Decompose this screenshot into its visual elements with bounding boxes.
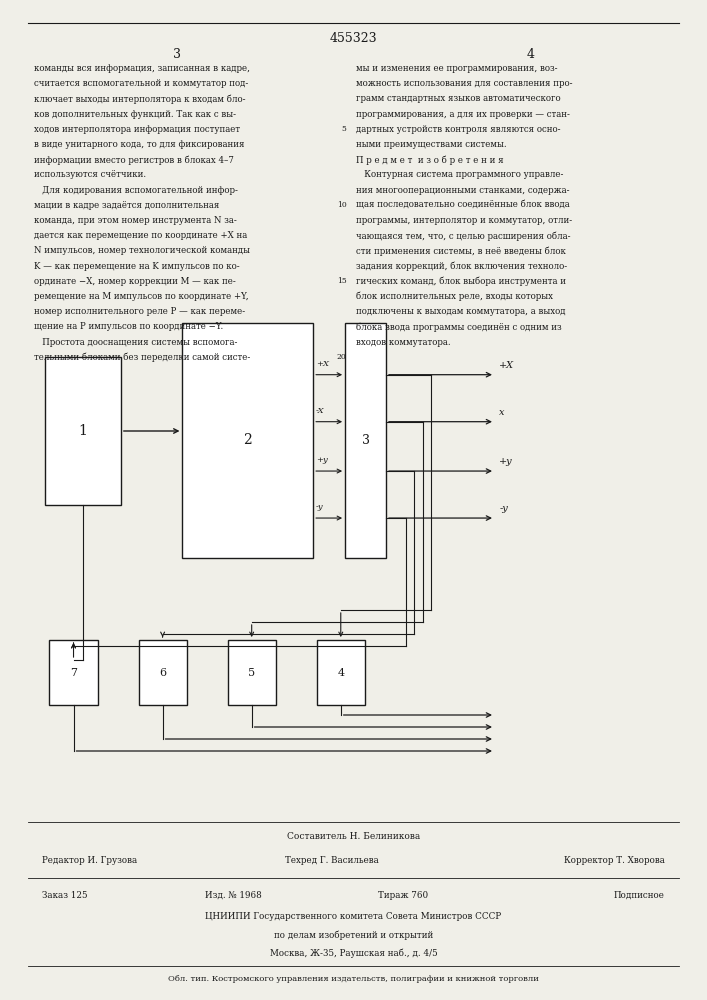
Text: 4: 4 (337, 668, 344, 678)
Text: используются счётчики.: используются счётчики. (34, 170, 146, 179)
Text: 20: 20 (337, 353, 346, 361)
Text: +X: +X (316, 360, 329, 368)
Text: 5: 5 (341, 125, 346, 133)
Text: ходов интерполятора информация поступает: ходов интерполятора информация поступает (34, 125, 240, 134)
Bar (317, 640, 365, 705)
Text: Подписное: Подписное (614, 891, 665, 900)
Text: 2: 2 (243, 434, 252, 448)
Text: грамм стандартных языков автоматического: грамм стандартных языков автоматического (356, 94, 560, 103)
Text: номер исполнительного реле P — как переме-: номер исполнительного реле P — как перем… (34, 307, 245, 316)
Bar (182, 323, 313, 558)
Text: задания коррекций, блок включения техноло-: задания коррекций, блок включения технол… (356, 262, 567, 271)
Text: Редактор И. Грузова: Редактор И. Грузова (42, 856, 138, 865)
Text: ремещение на M импульсов по координате +Y,: ремещение на M импульсов по координате +… (34, 292, 249, 301)
Text: 5: 5 (248, 668, 255, 678)
Bar (49, 640, 98, 705)
Text: Простота дооснащения системы вспомога-: Простота дооснащения системы вспомога- (34, 338, 238, 347)
Text: П р е д м е т  и з о б р е т е н и я: П р е д м е т и з о б р е т е н и я (356, 155, 503, 165)
Text: программы, интерполятор и коммутатор, отли-: программы, интерполятор и коммутатор, от… (356, 216, 572, 225)
Text: 10: 10 (337, 201, 346, 209)
Text: программирования, а для их проверки — стан-: программирования, а для их проверки — ст… (356, 110, 570, 119)
Bar (45, 357, 121, 505)
Bar (228, 640, 276, 705)
Text: дартных устройств контроля являются осно-: дартных устройств контроля являются осно… (356, 125, 560, 134)
Text: ния многооперационными станками, содержа-: ния многооперационными станками, содержа… (356, 186, 569, 195)
Text: 7: 7 (70, 668, 77, 678)
Text: 3: 3 (361, 434, 370, 447)
Text: ЦНИИПИ Государственного комитета Совета Министров СССР: ЦНИИПИ Государственного комитета Совета … (206, 912, 501, 921)
Text: -y: -y (499, 504, 508, 513)
Text: входов коммутатора.: входов коммутатора. (356, 338, 450, 347)
Text: щение на P импульсов по координате −Y.: щение на P импульсов по координате −Y. (34, 322, 223, 331)
Text: мации в кадре задаётся дополнительная: мации в кадре задаётся дополнительная (34, 201, 219, 210)
Text: команды вся информация, записанная в кадре,: команды вся информация, записанная в кад… (34, 64, 250, 73)
Text: считается вспомогательной и коммутатор под-: считается вспомогательной и коммутатор п… (34, 79, 248, 88)
Text: по делам изобретений и открытий: по делам изобретений и открытий (274, 930, 433, 940)
Bar (345, 323, 386, 558)
Text: -y: -y (316, 503, 324, 511)
Text: Составитель Н. Белиникова: Составитель Н. Белиникова (287, 832, 420, 841)
Text: K — как перемещение на K импульсов по ко-: K — как перемещение на K импульсов по ко… (34, 262, 240, 271)
Text: щая последовательно соединённые блок ввода: щая последовательно соединённые блок вво… (356, 201, 569, 210)
Text: 3: 3 (173, 48, 181, 61)
Text: чающаяся тем, что, с целью расширения обла-: чающаяся тем, что, с целью расширения об… (356, 231, 570, 241)
Text: 1: 1 (78, 424, 87, 438)
Text: подключены к выходам коммутатора, а выход: подключены к выходам коммутатора, а выхо… (356, 307, 565, 316)
Text: +X: +X (499, 361, 514, 370)
Text: 6: 6 (159, 668, 166, 678)
Text: в виде унитарного кода, то для фиксирования: в виде унитарного кода, то для фиксирова… (34, 140, 245, 149)
Text: Корректор Т. Хворова: Корректор Т. Хворова (563, 856, 665, 865)
Text: дается как перемещение по координате +X на: дается как перемещение по координате +X … (34, 231, 247, 240)
Text: гических команд, блок выбора инструмента и: гических команд, блок выбора инструмента… (356, 277, 566, 286)
Text: блока ввода программы соединён с одним из: блока ввода программы соединён с одним и… (356, 322, 561, 332)
Text: 455323: 455323 (329, 32, 378, 45)
Text: информации вместо регистров в блоках 4–7: информации вместо регистров в блоках 4–7 (34, 155, 234, 165)
Text: -X: -X (316, 407, 325, 415)
Text: +y: +y (499, 457, 513, 466)
Text: блок исполнительных реле, входы которых: блок исполнительных реле, входы которых (356, 292, 553, 301)
Text: тельными блоками без переделки самой систе-: тельными блоками без переделки самой сис… (34, 353, 250, 362)
Text: мы и изменения ее программирования, воз-: мы и изменения ее программирования, воз- (356, 64, 557, 73)
Text: Для кодирования вспомогательной инфор-: Для кодирования вспомогательной инфор- (34, 186, 238, 195)
Bar (139, 640, 187, 705)
Text: N импульсов, номер технологической команды: N импульсов, номер технологической коман… (34, 246, 250, 255)
Text: Обл. тип. Костромского управления издательств, полиграфии и книжной торговли: Обл. тип. Костромского управления издате… (168, 975, 539, 983)
Text: сти применения системы, в неё введены блок: сти применения системы, в неё введены бл… (356, 246, 566, 256)
Text: Москва, Ж-35, Раушская наб., д. 4/5: Москва, Ж-35, Раушская наб., д. 4/5 (269, 948, 438, 958)
Text: Техред Г. Васильева: Техред Г. Васильева (286, 856, 379, 865)
Text: ключает выходы интерполятора к входам бло-: ключает выходы интерполятора к входам бл… (34, 94, 245, 104)
Text: ков дополнительных функций. Так как с вы-: ков дополнительных функций. Так как с вы… (34, 110, 236, 119)
Text: Изд. № 1968: Изд. № 1968 (205, 891, 262, 900)
Text: 15: 15 (337, 277, 346, 285)
Text: 4: 4 (526, 48, 534, 61)
Text: команда, при этом номер инструмента N за-: команда, при этом номер инструмента N за… (34, 216, 237, 225)
Text: x: x (499, 408, 505, 417)
Text: ными преимуществами системы.: ными преимуществами системы. (356, 140, 506, 149)
Text: Тираж 760: Тираж 760 (378, 891, 428, 900)
Text: Контурная система программного управле-: Контурная система программного управле- (356, 170, 563, 179)
Text: ординате −X, номер коррекции M — как пе-: ординате −X, номер коррекции M — как пе- (34, 277, 235, 286)
Text: можность использования для составления про-: можность использования для составления п… (356, 79, 572, 88)
Text: +y: +y (316, 456, 328, 464)
Text: Заказ 125: Заказ 125 (42, 891, 88, 900)
